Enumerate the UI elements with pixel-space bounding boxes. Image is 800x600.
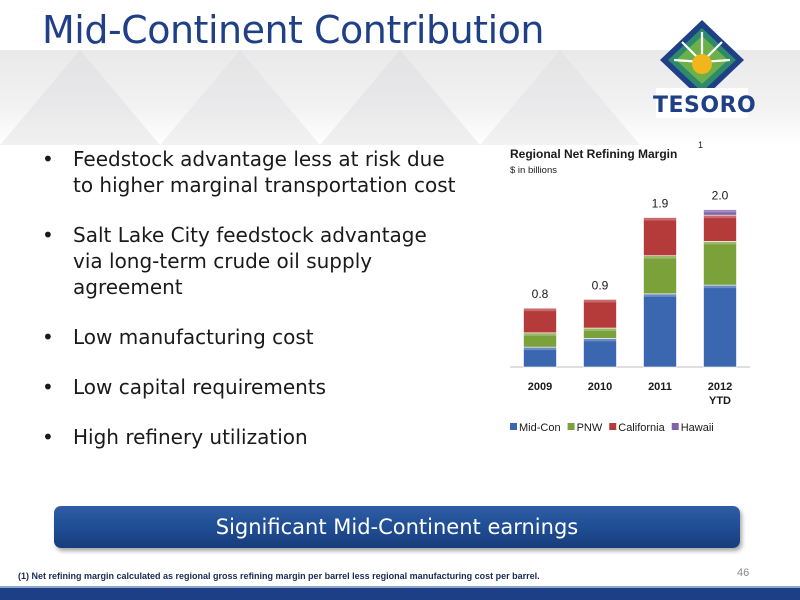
bar-segment-california [583,299,617,329]
bar-segment-hawaii [703,209,737,216]
chart-subtitle: $ in billions [510,165,557,176]
page-number: 46 [737,567,750,579]
bullet-text: High refinery utilization [73,425,308,449]
legend-swatch [510,423,517,430]
bar-segment-highlight [703,215,737,219]
legend-swatch [671,423,679,430]
x-tick-label: 2009 [528,381,552,393]
bar-segment-mid-con [643,293,677,368]
legend-label: PNW [577,422,603,434]
bar-segment-highlight [703,285,737,289]
bar-segment-pnw [643,255,677,295]
bullet-list: • Feedstock advantage less at risk due to… [42,146,462,474]
bullet-text: Low manufacturing cost [73,325,314,349]
bullet-item: • Low capital requirements [42,374,462,400]
legend-label: Hawaii [681,422,714,434]
bullet-text: Feedstock advantage less at risk due to … [73,147,456,197]
bar-segment-california [523,307,557,334]
bullet-text: Salt Lake City feedstock advantage via l… [73,223,427,299]
footer-bar [0,588,800,600]
bar-segment-highlight [583,338,617,342]
legend-label: California [618,422,665,434]
bullet-text: Low capital requirements [73,375,327,399]
bar-segment-california [643,217,677,257]
bar-segment-mid-con [703,284,737,368]
refining-margin-chart: Regional Net Refining Margin 1 $ in bill… [500,138,770,448]
bar-segment-mid-con [583,338,617,368]
bullet-item: • Salt Lake City feedstock advantage via … [42,222,462,300]
x-tick-label: 2012 [708,381,732,393]
bar-segment-pnw [703,241,737,286]
bar-segment-highlight [523,308,557,312]
logo-text: TESORO [653,93,757,118]
bullet-dot: • [42,375,54,399]
header-pattern [0,50,640,145]
bullet-item: • Low manufacturing cost [42,324,462,350]
bullet-dot: • [42,223,54,247]
chart-title: Regional Net Refining Margin [510,147,678,161]
chart-title-footnote-marker: 1 [698,140,704,150]
bar-segment-highlight [523,332,557,336]
summary-banner: Significant Mid-Continent earnings [54,506,740,548]
legend-label: Mid-Con [519,422,561,434]
bullet-dot: • [42,325,54,349]
bar-total-label: 1.9 [652,197,669,211]
bullet-dot: • [42,425,54,449]
bullet-dot: • [42,147,54,171]
bullet-item: • High refinery utilization [42,424,462,450]
tesoro-logo-icon [656,20,748,118]
slide-title: Mid-Continent Contribution [42,8,544,52]
bullet-item: • Feedstock advantage less at risk due to… [42,146,462,198]
chart-canvas: 0.8 2009 0.9 2010 1.9 2011 2.0 2012 YTD Mid-Con PN… [510,189,750,434]
bar-segment-highlight [583,299,617,303]
legend-swatch [609,423,617,430]
bar-segment-highlight [643,255,677,259]
bar-total-label: 0.8 [532,287,549,301]
x-tick-label: YTD [709,395,731,407]
footer-line [0,586,800,588]
bar-segment-highlight [703,241,737,245]
bar-total-label: 2.0 [712,189,729,203]
x-tick-label: 2011 [648,381,672,393]
bar-total-label: 0.9 [592,278,609,292]
footnote: (1) Net refining margin calculated as re… [18,571,540,581]
bar-segment-highlight [643,293,677,297]
x-tick-label: 2010 [588,381,612,393]
bar-segment-california [703,214,737,242]
bar-segment-highlight [523,347,557,351]
bar-segment-highlight [703,209,737,213]
bar-segment-highlight [583,328,617,332]
bar-segment-highlight [643,217,677,221]
legend-swatch [567,423,575,430]
